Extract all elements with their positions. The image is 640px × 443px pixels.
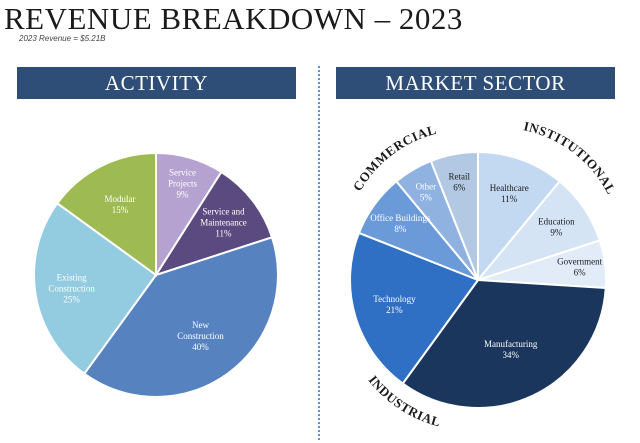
- market-sector-pie-chart: COMMERCIAL INSTITUTIONAL INDUSTRIAL Heal…: [349, 118, 619, 430]
- page-title: REVENUE BREAKDOWN – 2023: [4, 1, 463, 36]
- market-slice-label-1-line-0: Education: [538, 216, 575, 226]
- market-slice-label-6: Other 5%: [416, 181, 437, 202]
- activity-slice-label-3-line-1: Construction: [48, 283, 95, 293]
- activity-slice-label-0-line-1: Projects: [168, 179, 197, 189]
- activity-slice-label-1-line-1: Maintenance: [200, 218, 246, 228]
- activity-slice-label-2-line-0: New: [192, 320, 209, 330]
- market-slice-label-4: Technology 21%: [373, 294, 416, 315]
- market-slice-label-3: Manufacturing 34%: [484, 339, 538, 360]
- market-slice-label-4-line-1: 21%: [386, 305, 403, 315]
- activity-slice-label-1-line-0: Service and: [202, 207, 245, 217]
- market-slice-label-1: Education 9%: [538, 216, 575, 237]
- market-slice-label-4-line-0: Technology: [373, 294, 416, 304]
- activity-slice-label-1: Service and Maintenance 11%: [200, 207, 246, 239]
- market-slice-label-0-line-0: Healthcare: [490, 183, 529, 193]
- activity-slice-label-3-line-2: 25%: [63, 294, 80, 304]
- market-slice-label-7-line-0: Retail: [449, 171, 471, 181]
- activity-slice-3: [33, 201, 158, 376]
- market-slice-label-0: Healthcare 11%: [490, 183, 529, 204]
- activity-slice-label-2: New Construction 40%: [177, 320, 224, 352]
- market-slice-label-2-line-1: 6%: [574, 268, 587, 278]
- activity-slice-4: [55, 151, 157, 277]
- market-slice-label-0-line-1: 11%: [501, 194, 518, 204]
- page-subtitle: 2023 Revenue = $5.21B: [19, 34, 106, 43]
- activity-slice-1: [153, 170, 274, 277]
- activity-slice-2: [82, 236, 279, 398]
- market-slice-label-6-line-1: 5%: [420, 192, 433, 202]
- activity-slice-label-1-line-2: 11%: [215, 229, 232, 239]
- market-slice-label-2: Government 6%: [557, 257, 602, 278]
- market-slice-label-3-line-1: 34%: [502, 350, 519, 360]
- activity-slice-label-0-line-2: 9%: [177, 190, 190, 200]
- activity-slice-label-4: Modular 15%: [104, 194, 135, 215]
- activity-slice-label-2-line-1: Construction: [177, 331, 224, 341]
- market-slice-label-7-line-1: 6%: [453, 182, 466, 192]
- market-slice-7: [429, 150, 479, 281]
- market-sector-chart-title: MARKET SECTOR: [336, 67, 615, 99]
- market-slice-label-6-line-0: Other: [416, 181, 437, 191]
- activity-chart-title: ACTIVITY: [17, 67, 296, 99]
- market-slice-3: [401, 278, 607, 409]
- activity-pie-chart: Service Projects 9%Service and Maintenance 1…: [33, 151, 279, 398]
- activity-slice-label-3-line-0: Existing: [57, 272, 88, 282]
- market-slice-label-3-line-0: Manufacturing: [484, 339, 538, 349]
- activity-slice-label-2-line-2: 40%: [192, 342, 209, 352]
- market-slice-4: [349, 231, 480, 385]
- market-slice-label-2-line-0: Government: [557, 257, 602, 267]
- activity-slice-label-4-line-0: Modular: [104, 194, 135, 204]
- activity-slice-label-0-line-0: Service: [169, 168, 196, 178]
- activity-slice-label-0: Service Projects 9%: [168, 168, 197, 200]
- market-slice-label-5-line-1: 8%: [394, 224, 407, 234]
- section-divider: [318, 66, 320, 440]
- activity-slice-label-3: Existing Construction 25%: [48, 272, 95, 304]
- market-slice-label-5: Office Buildings 8%: [370, 213, 431, 234]
- market-slice-0: [477, 150, 561, 283]
- activity-slice-label-4-line-1: 15%: [112, 205, 129, 215]
- market-slice-label-7: Retail 6%: [449, 171, 471, 192]
- market-slice-label-1-line-1: 9%: [550, 227, 563, 237]
- market-slice-label-5-line-0: Office Buildings: [370, 213, 431, 223]
